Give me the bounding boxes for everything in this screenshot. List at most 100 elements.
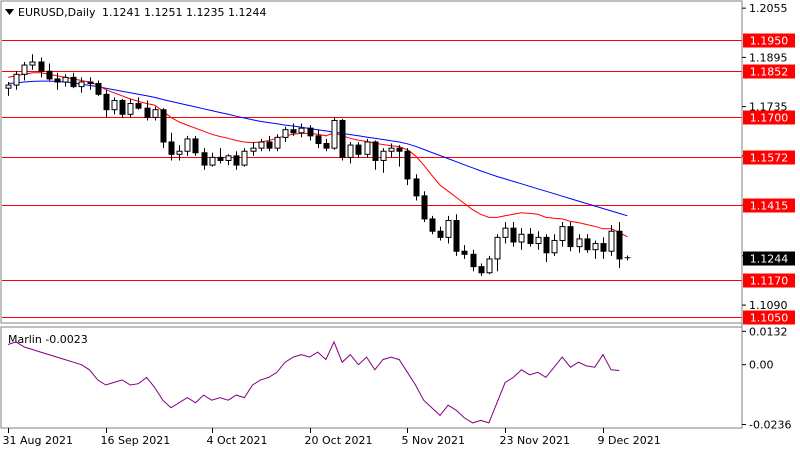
candle[interactable] xyxy=(78,77,85,93)
candle[interactable] xyxy=(502,222,509,244)
candle[interactable] xyxy=(461,245,468,259)
candle-body-bullish xyxy=(209,156,216,166)
candle[interactable] xyxy=(323,138,330,152)
candle[interactable] xyxy=(250,142,257,156)
candle-body-bullish xyxy=(608,230,615,252)
triangle-down-icon[interactable] xyxy=(5,9,14,15)
candle[interactable] xyxy=(103,89,110,118)
candle[interactable] xyxy=(152,106,159,121)
candle[interactable] xyxy=(518,228,525,250)
candle[interactable] xyxy=(274,134,281,152)
candle[interactable] xyxy=(225,154,232,166)
candle[interactable] xyxy=(168,132,175,161)
candle[interactable] xyxy=(413,174,420,201)
candle[interactable] xyxy=(160,108,167,149)
candle[interactable] xyxy=(576,234,583,253)
candle[interactable] xyxy=(70,72,77,89)
candle[interactable] xyxy=(584,234,591,253)
candle[interactable] xyxy=(95,80,102,96)
candle[interactable] xyxy=(404,148,411,186)
candle[interactable] xyxy=(201,148,208,170)
candle[interactable] xyxy=(29,54,36,70)
candle[interactable] xyxy=(54,72,61,90)
candle[interactable] xyxy=(209,152,216,167)
level-price-tag-label: 1.1572 xyxy=(750,152,789,165)
candle[interactable] xyxy=(608,225,615,256)
candle[interactable] xyxy=(567,222,574,252)
candle-body-bullish xyxy=(250,147,257,152)
candle[interactable] xyxy=(111,97,118,115)
indicator-panel[interactable]: Marlin -0.0023 0.0132 0.00 -0.0236 xyxy=(0,325,791,431)
candle[interactable] xyxy=(184,135,191,156)
candle-body-bullish xyxy=(5,84,12,89)
candle[interactable] xyxy=(290,123,297,136)
candle[interactable] xyxy=(510,222,517,247)
candle[interactable] xyxy=(372,140,379,170)
candle[interactable] xyxy=(535,231,542,250)
candle[interactable] xyxy=(87,77,94,90)
candle[interactable] xyxy=(127,98,134,118)
candle[interactable] xyxy=(437,226,444,241)
candle[interactable] xyxy=(429,215,436,235)
candle[interactable] xyxy=(5,82,12,96)
candle[interactable] xyxy=(624,255,631,261)
candle[interactable] xyxy=(470,249,477,272)
main-price-panel[interactable]: EURUSD,Daily 1.1241 1.1251 1.1235 1.1244 xyxy=(0,0,743,324)
candle[interactable] xyxy=(380,148,387,173)
candle[interactable] xyxy=(217,148,224,164)
candle[interactable] xyxy=(551,234,558,256)
candle[interactable] xyxy=(62,74,69,87)
candle[interactable] xyxy=(119,98,126,118)
candle-body-bullish xyxy=(176,150,183,155)
candle[interactable] xyxy=(396,145,403,167)
candle[interactable] xyxy=(233,151,240,170)
candle-body-bearish xyxy=(437,230,444,238)
oscillator-tick-label: -0.0236 xyxy=(749,418,791,431)
candle-body-bearish xyxy=(355,144,362,155)
level-price-tag xyxy=(743,110,795,125)
candle[interactable] xyxy=(486,255,493,275)
candle-body-bullish xyxy=(152,109,159,118)
candle[interactable] xyxy=(46,63,53,81)
candle[interactable] xyxy=(258,138,265,152)
candle[interactable] xyxy=(600,237,607,259)
candle[interactable] xyxy=(339,118,346,161)
candle-body-bullish xyxy=(347,144,354,158)
candle[interactable] xyxy=(364,138,371,158)
candle[interactable] xyxy=(135,97,142,110)
candle[interactable] xyxy=(478,263,485,276)
candle[interactable] xyxy=(559,222,566,247)
candle[interactable] xyxy=(494,234,501,272)
candle[interactable] xyxy=(241,148,248,167)
candle[interactable] xyxy=(421,191,428,222)
candle-body-bullish xyxy=(551,239,558,254)
candle[interactable] xyxy=(592,240,599,259)
candle[interactable] xyxy=(445,215,452,244)
candle[interactable] xyxy=(38,57,45,78)
horizontal-levels[interactable] xyxy=(2,40,742,318)
candle[interactable] xyxy=(315,129,322,149)
candle[interactable] xyxy=(388,143,395,158)
candle[interactable] xyxy=(527,228,534,247)
candle[interactable] xyxy=(347,142,354,164)
candle[interactable] xyxy=(355,142,362,158)
candle[interactable] xyxy=(331,117,338,150)
chart-header: EURUSD,Daily 1.1241 1.1251 1.1235 1.1244 xyxy=(5,6,266,19)
price-axis[interactable]: 1.20551.18951.17351.15751.14151.12501.10… xyxy=(741,1,795,428)
candle[interactable] xyxy=(282,126,289,142)
candle[interactable] xyxy=(13,71,20,90)
candle[interactable] xyxy=(616,222,623,269)
candle[interactable] xyxy=(298,123,305,138)
candle[interactable] xyxy=(144,100,151,121)
candle[interactable] xyxy=(543,234,550,262)
candle[interactable] xyxy=(192,135,199,156)
candle[interactable] xyxy=(307,125,314,141)
candle-body-bearish xyxy=(339,119,346,158)
candlesticks[interactable] xyxy=(5,54,631,276)
candle[interactable] xyxy=(266,135,273,152)
candle[interactable] xyxy=(176,145,183,161)
candle-body-bullish xyxy=(225,155,232,161)
candle[interactable] xyxy=(21,62,28,81)
candle[interactable] xyxy=(453,214,460,256)
